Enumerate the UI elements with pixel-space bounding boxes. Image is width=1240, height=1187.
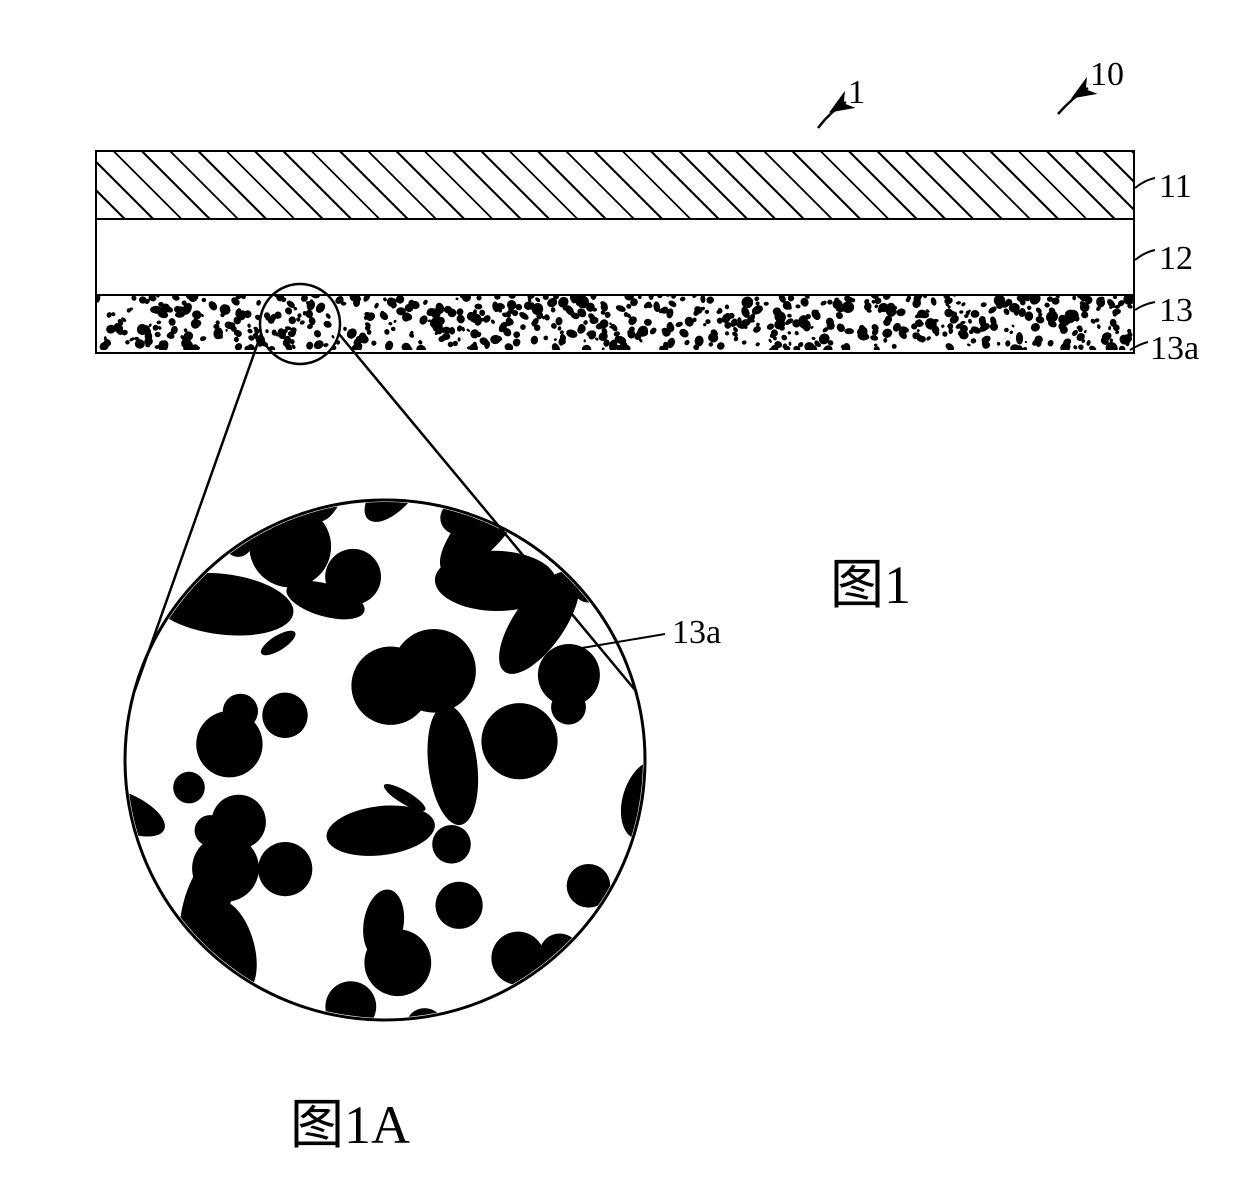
label-13a-detail: 13a	[672, 614, 721, 652]
label-11: 11	[1159, 168, 1192, 206]
label-1: 1	[848, 74, 865, 112]
magnifier-connectors	[0, 0, 1240, 1187]
caption-fig1a: 图1A	[290, 1080, 410, 1159]
label-12: 12	[1159, 240, 1193, 278]
label-13: 13	[1159, 292, 1193, 330]
caption-fig1: 图1	[830, 540, 911, 619]
label-13a: 13a	[1150, 330, 1199, 368]
label-10: 10	[1090, 56, 1124, 94]
diagram-canvas: 10 1 11 12 13 13a 13a 图1 图1A	[0, 0, 1240, 1187]
